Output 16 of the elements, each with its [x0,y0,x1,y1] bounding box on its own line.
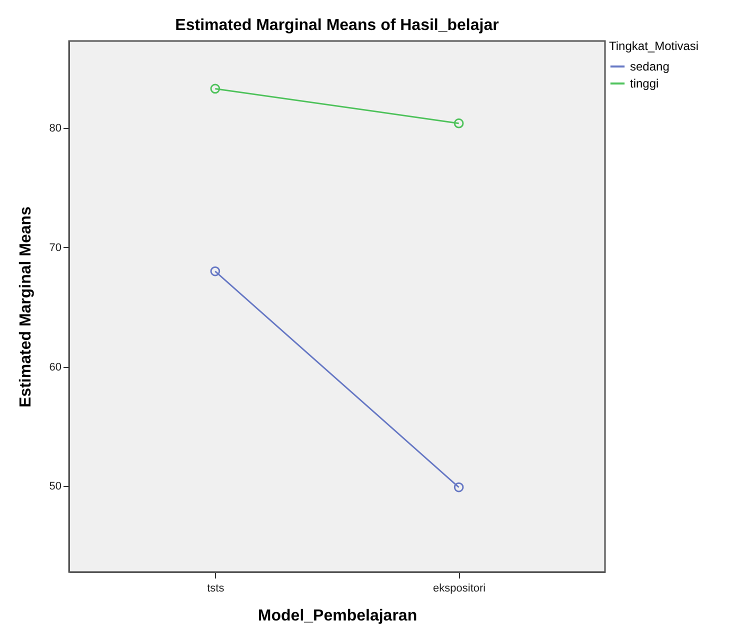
y-tick-label: 50 [49,480,62,493]
y-tick-label: 60 [49,361,62,374]
legend-label: tinggi [630,76,659,90]
point [210,266,220,276]
y-tick-label: 80 [49,122,62,135]
point [454,482,464,492]
y-tick-label: 70 [49,242,62,254]
legend-title: Tingkat_Motivasi [609,39,699,53]
legend-label: sedang [630,60,670,74]
x-axis-title: Model_Pembelajaran [258,608,418,624]
point [454,118,464,128]
chart-title: Estimated Marginal Means of Hasil_belajar [175,17,499,34]
x-tick-label: tsts [207,582,225,594]
y-axis-title: Estimated Marginal Means [17,206,34,408]
point [210,84,220,94]
x-tick-label: ekspositori [433,582,486,594]
